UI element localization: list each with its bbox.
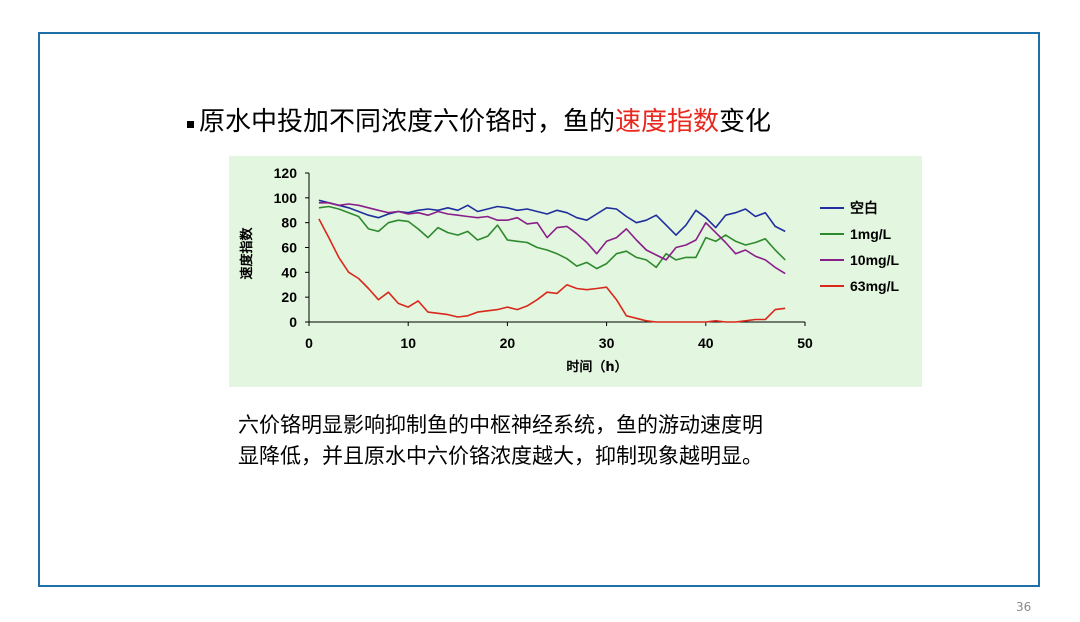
legend-label-2: 1mg/L bbox=[850, 226, 892, 242]
y-tick-label: 80 bbox=[281, 215, 297, 231]
legend-label-3: 10mg/L bbox=[850, 252, 899, 268]
x-tick-label: 10 bbox=[400, 335, 416, 351]
x-axis-label: 时间（h） bbox=[566, 359, 627, 375]
y-tick-label: 120 bbox=[274, 165, 298, 181]
x-tick-label: 30 bbox=[599, 335, 615, 351]
series-line-4 bbox=[318, 218, 786, 323]
y-axis-label: 速度指数 bbox=[239, 227, 255, 280]
y-tick-label: 20 bbox=[281, 289, 297, 305]
series-line-1 bbox=[318, 199, 786, 236]
x-tick-label: 0 bbox=[305, 335, 313, 351]
slide-title: 原水中投加不同浓度六价铬时，鱼的速度指数变化 bbox=[187, 101, 771, 138]
body-line-1: 六价铬明显影响抑制鱼的中枢神经系统，鱼的游动速度明 bbox=[238, 413, 763, 437]
y-tick-label: 100 bbox=[274, 190, 298, 206]
x-tick-label: 20 bbox=[500, 335, 516, 351]
legend-label-4: 63mg/L bbox=[850, 278, 899, 294]
x-tick-label: 40 bbox=[698, 335, 714, 351]
series-line-2 bbox=[318, 205, 786, 270]
speed-index-chart: 0 20 40 60 80 100 120 0 10 20 30 40 50 时间（h） 速度指数 空白 1m… bbox=[239, 165, 899, 375]
page-number: 36 bbox=[1016, 600, 1032, 614]
chart-area: 0 20 40 60 80 100 120 0 10 20 30 40 50 时间（h） 速度指数 空白 1m… bbox=[229, 156, 922, 387]
axes: 0 20 40 60 80 100 120 0 10 20 30 40 50 时间（h） 速度指数 bbox=[239, 165, 813, 375]
legend: 空白 1mg/L 10mg/L 63mg/L bbox=[820, 200, 899, 294]
y-tick-label: 40 bbox=[281, 264, 297, 280]
title-prefix: 原水中投加不同浓度六价铬时，鱼的 bbox=[199, 107, 616, 137]
series-line-3 bbox=[318, 201, 786, 275]
x-tick-label: 50 bbox=[797, 335, 813, 351]
title-suffix: 变化 bbox=[719, 107, 772, 137]
body-line-2: 显降低，并且原水中六价铬浓度越大，抑制现象越明显。 bbox=[238, 444, 763, 468]
title-highlight: 速度指数 bbox=[615, 107, 720, 137]
y-tick-label: 60 bbox=[281, 240, 297, 256]
series-lines bbox=[318, 199, 786, 323]
y-tick-label: 0 bbox=[289, 314, 297, 330]
bullet-icon bbox=[187, 121, 194, 128]
body-text: 六价铬明显影响抑制鱼的中枢神经系统，鱼的游动速度明 显降低，并且原水中六价铬浓度… bbox=[238, 410, 898, 472]
legend-label-1: 空白 bbox=[850, 200, 878, 216]
